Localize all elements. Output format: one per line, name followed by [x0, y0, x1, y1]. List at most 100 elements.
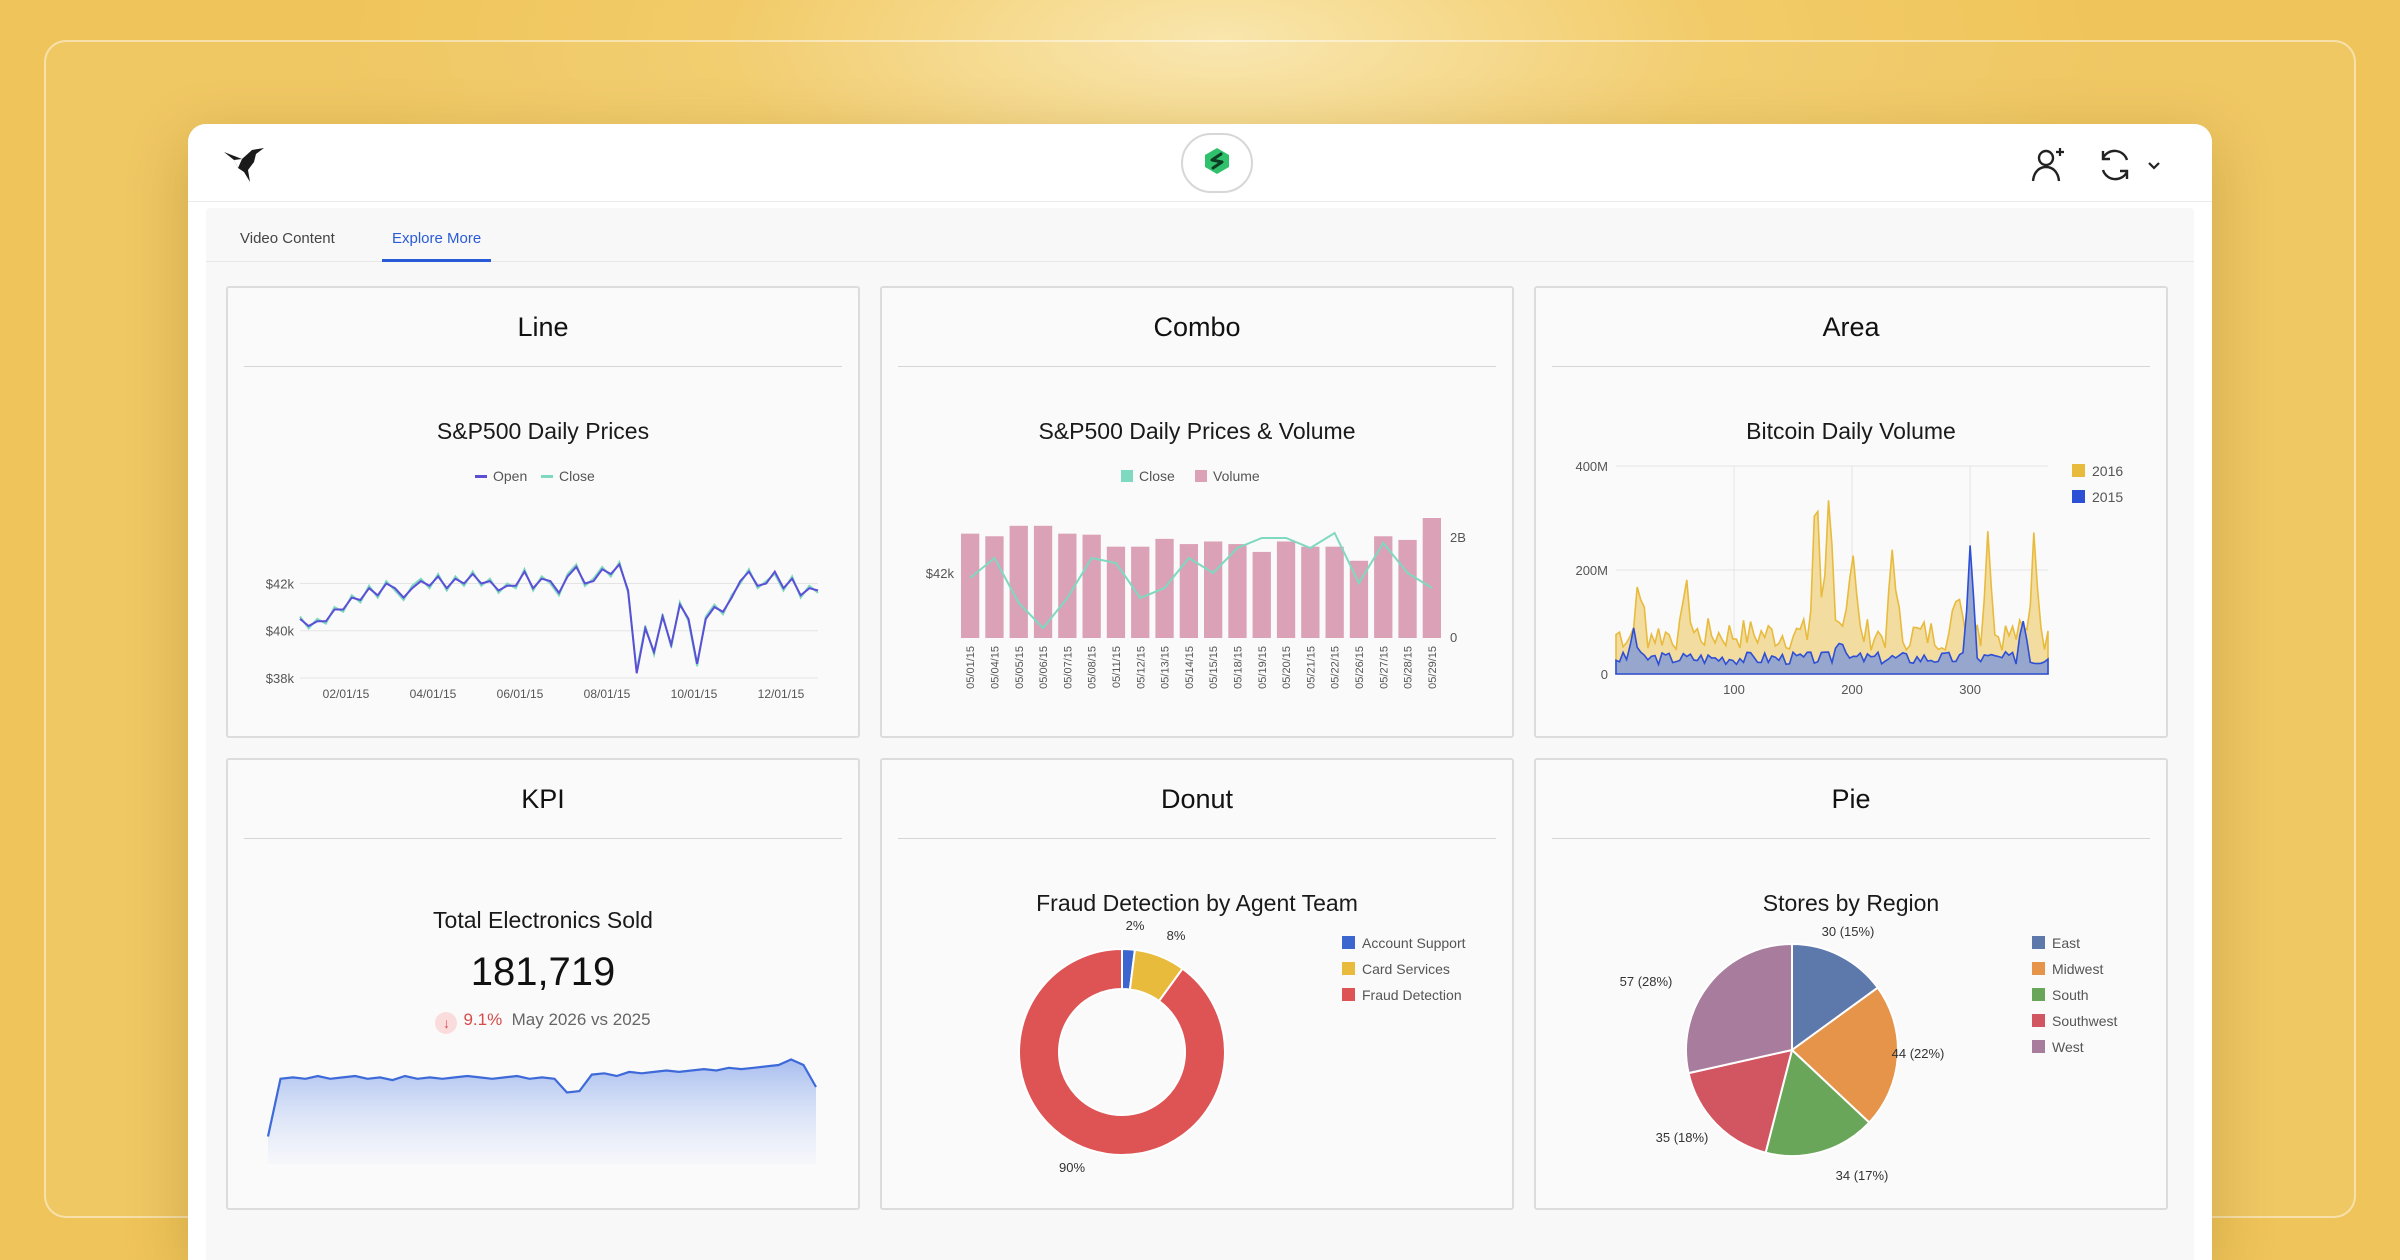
- y-tick-label: $38k: [266, 671, 295, 686]
- x-tick-label: 05/27/15: [1378, 646, 1390, 689]
- x-tick-label: 05/18/15: [1232, 646, 1244, 689]
- divider: [244, 838, 842, 839]
- chart-title: Fraud Detection by Agent Team: [1036, 890, 1358, 916]
- volume-bar: [1082, 534, 1101, 638]
- legend-swatch: [2032, 962, 2045, 975]
- volume-bar: [985, 536, 1004, 638]
- x-tick-label: 05/12/15: [1135, 646, 1147, 689]
- workspace-badge-button[interactable]: [1181, 133, 1253, 193]
- x-tick-label: 05/11/15: [1111, 646, 1123, 688]
- x-tick-label: 05/29/15: [1427, 646, 1439, 689]
- legend-label: Open: [493, 468, 527, 484]
- close-line: [969, 531, 1433, 630]
- card-heading: Line: [517, 312, 569, 342]
- kpi-title: Total Electronics Sold: [433, 907, 653, 933]
- arrow-down-icon: ↓: [435, 1012, 458, 1034]
- y-tick-label: 0: [1601, 667, 1608, 682]
- app-window: Video Content Explore More Line S&P500 D…: [188, 124, 2212, 1260]
- volume-bar: [1179, 544, 1198, 638]
- kpi-line: [266, 1058, 817, 1137]
- legend-label: Card Services: [1362, 961, 1450, 977]
- legend-label: South: [2052, 987, 2089, 1003]
- legend-swatch: [1195, 470, 1207, 482]
- card-heading: Donut: [1160, 784, 1234, 814]
- area-chart-card: Area Bitcoin Daily Volume 400M 200M 0 100 20…: [1534, 286, 2168, 738]
- x-tick-label: 12/01/15: [758, 687, 805, 701]
- legend-swatch: [2032, 988, 2045, 1001]
- legend-swatch: [1342, 988, 1355, 1001]
- x-tick-label: 05/13/15: [1160, 646, 1172, 689]
- y-tick-label: 0: [1450, 630, 1457, 645]
- divider: [244, 366, 842, 367]
- volume-bar: [1325, 546, 1344, 638]
- chevron-down-icon[interactable]: [2140, 144, 2168, 186]
- x-tick-label: 05/04/15: [989, 646, 1001, 689]
- kpi-delta-text: May 2026 vs 2025: [511, 1010, 651, 1029]
- legend-swatch: [2072, 490, 2085, 503]
- pie-chart-plot: 30 (15%) 44 (22%) 34 (17%) 35 (18%) 57 (28%)…: [1620, 924, 2118, 1183]
- x-tick-label: 300: [1959, 682, 1981, 697]
- x-tick-label: 05/07/15: [1062, 646, 1074, 689]
- hummingbird-logo-icon[interactable]: [220, 142, 268, 186]
- volume-bar: [1374, 536, 1393, 638]
- volume-bar: [1131, 546, 1150, 638]
- volume-bar: [1058, 533, 1077, 638]
- slice-label: 90%: [1059, 1160, 1085, 1175]
- volume-bar: [1106, 546, 1126, 638]
- pie-slice-west: [1685, 942, 1793, 1075]
- slice-label: 35 (18%): [1656, 1130, 1709, 1145]
- volume-bar: [1228, 544, 1247, 638]
- x-tick-label: 05/05/15: [1014, 646, 1026, 689]
- tab-video-content[interactable]: Video Content: [240, 230, 335, 247]
- chart-title: Bitcoin Daily Volume: [1746, 418, 1956, 444]
- legend-label: 2015: [2092, 489, 2123, 505]
- x-tick-label: 05/21/15: [1305, 646, 1317, 689]
- volume-bar: [1398, 539, 1417, 638]
- green-s-badge-icon: [1202, 146, 1232, 181]
- volume-bar: [1204, 541, 1223, 638]
- donut-chart-plot: 2% 8% 90% Account Support Card Services Fraud…: [1018, 918, 1466, 1175]
- x-tick-label: 06/01/15: [497, 687, 544, 701]
- x-tick-label: 05/26/15: [1354, 646, 1366, 689]
- area-series-2016: [1615, 500, 2049, 675]
- slice-label: 30 (15%): [1822, 924, 1875, 939]
- x-tick-label: 05/08/15: [1087, 646, 1099, 689]
- volume-bar: [1301, 546, 1320, 638]
- y-tick-label: $42k: [926, 566, 955, 581]
- legend-label: Volume: [1213, 468, 1260, 484]
- divider: [1552, 838, 2150, 839]
- x-tick-label: 05/20/15: [1281, 646, 1293, 689]
- add-user-icon[interactable]: [2028, 144, 2070, 186]
- divider: [1552, 366, 2150, 367]
- legend-label: Account Support: [1362, 935, 1466, 951]
- x-tick-label: 10/01/15: [671, 687, 718, 701]
- slice-label: 57 (28%): [1620, 974, 1673, 989]
- legend-label: Close: [1139, 468, 1175, 484]
- x-tick-label: 100: [1723, 682, 1745, 697]
- volume-bar: [1252, 551, 1271, 638]
- tab-explore-more[interactable]: Explore More: [382, 230, 492, 262]
- x-tick-label: 05/06/15: [1038, 646, 1050, 689]
- volume-bar: [1349, 560, 1369, 638]
- x-tick-label: 05/22/15: [1330, 646, 1342, 689]
- refresh-icon[interactable]: [2094, 144, 2136, 186]
- x-tick-label: 04/01/15: [410, 687, 457, 701]
- x-tick-label: 200: [1841, 682, 1863, 697]
- legend-swatch: [1121, 470, 1133, 482]
- card-heading: Combo: [1153, 312, 1241, 342]
- volume-bar: [1033, 525, 1053, 638]
- legend-label: West: [2052, 1039, 2084, 1055]
- dashboard-content: Video Content Explore More Line S&P500 D…: [206, 208, 2194, 1260]
- kpi-card: KPI Total Electronics Sold 181,719 ↓ 9.1%…: [226, 758, 860, 1210]
- y-tick-label: 2B: [1450, 530, 1466, 545]
- donut-chart-card: Donut Fraud Detection by Agent Team 2% 8%…: [880, 758, 1514, 1210]
- kpi-sparkline: [266, 1058, 817, 1164]
- tab-bar: Video Content Explore More: [206, 208, 2194, 262]
- legend-swatch: [2032, 936, 2045, 949]
- series-line-open: [299, 562, 819, 674]
- legend-swatch: [2032, 1014, 2045, 1027]
- legend-swatch: [1342, 962, 1355, 975]
- legend-label: Close: [559, 468, 595, 484]
- legend-swatch: [541, 475, 553, 478]
- divider: [898, 838, 1496, 839]
